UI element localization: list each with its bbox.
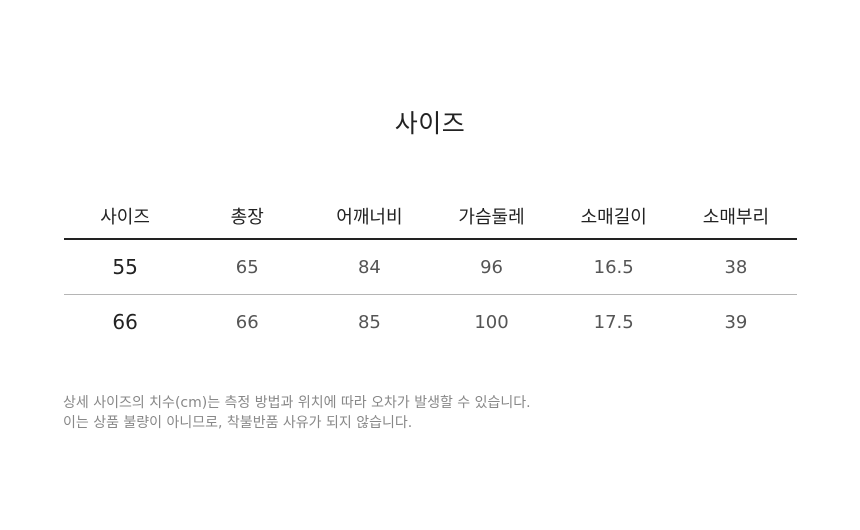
header-size: 사이즈: [64, 194, 187, 240]
header-sleeve-length: 소매길이: [552, 194, 675, 240]
cell-shoulder-width: 85: [357, 311, 381, 333]
cell-sleeve-opening: 39: [724, 311, 748, 333]
header-sleeve-opening: 소매부리: [674, 194, 797, 240]
cell-total-length: 66: [235, 311, 259, 333]
cell-sleeve-length: 16.5: [552, 239, 675, 295]
header-chest: 가슴둘레: [430, 194, 553, 240]
header-shoulder-width: 어깨너비: [308, 194, 431, 240]
cell-total-length: 65: [186, 239, 309, 295]
cell-size: 66: [112, 310, 138, 334]
cell-sleeve-opening: 38: [674, 239, 797, 295]
size-table-header: 사이즈 총장 어깨너비 가슴둘레 소매길이 소매부리: [64, 194, 797, 240]
measurement-notice: 상세 사이즈의 치수(cm)는 측정 방법과 위치에 따라 오차가 발생할 수 …: [63, 393, 823, 433]
size-table: 사이즈 총장 어깨너비 가슴둘레 소매길이 소매부리 55 65 84 96 1…: [64, 194, 797, 349]
cell-chest: 100: [474, 311, 509, 333]
cell-shoulder-width: 84: [308, 239, 431, 295]
header-total-length: 총장: [186, 194, 309, 240]
notice-line: 이는 상품 불량이 아니므로, 착불반품 사유가 되지 않습니다.: [63, 415, 413, 431]
page-title: 사이즈: [394, 109, 466, 138]
cell-chest: 96: [430, 239, 553, 295]
cell-size: 55: [64, 239, 187, 295]
notice-line: 상세 사이즈의 치수(cm)는 측정 방법과 위치에 따라 오차가 발생할 수 …: [63, 395, 531, 411]
table-row: 55 65 84 96 16.5 38: [64, 239, 797, 295]
table-header-row: 사이즈 총장 어깨너비 가슴둘레 소매길이 소매부리: [64, 194, 797, 240]
size-table-body: 55 65 84 96 16.5 38 66 66 85 100 17.5 39: [64, 239, 797, 349]
table-row: 66 66 85 100 17.5 39: [64, 295, 797, 350]
cell-sleeve-length: 17.5: [593, 311, 634, 333]
